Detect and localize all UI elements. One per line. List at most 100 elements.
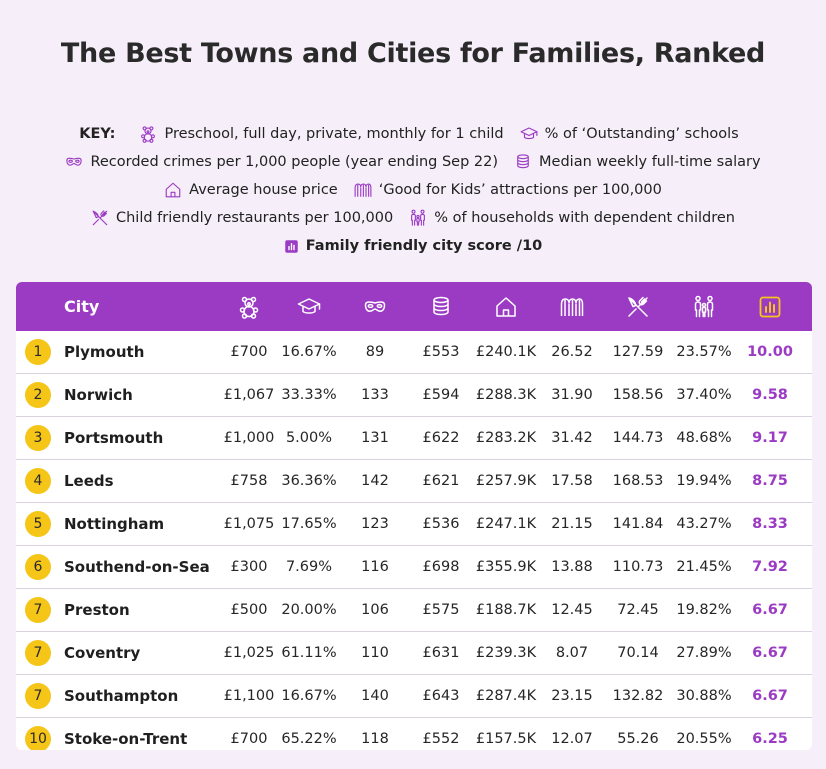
outstanding-schools: 36.36% [281,473,337,489]
key-item-restaurants: Child friendly restaurants per 100,000 [91,209,393,227]
column-header-salary [411,282,471,331]
house-price: £257.9K [475,473,537,489]
households: 27.89% [676,645,732,661]
house-price: £288.3K [475,387,537,403]
column-header-restaurants [608,282,668,331]
attractions: 8.07 [555,645,589,661]
households: 21.45% [676,559,732,575]
column-header-preschool [219,282,279,331]
households: 30.88% [676,688,732,704]
preschool-cost: £1,067 [223,387,275,403]
key-item-preschool: Preschool, full day, private, monthly fo… [139,125,504,143]
crimes: 110 [361,645,389,661]
crimes: 116 [361,559,389,575]
crimes: 131 [361,430,389,446]
crimes: 133 [361,387,389,403]
house-price: £287.4K [475,688,537,704]
table-row: 5 Nottingham £1,075 17.65% 123 £536 £247… [16,503,812,546]
mask-icon [363,295,387,319]
preschool-cost: £700 [230,344,268,360]
preschool-cost: £1,075 [223,516,275,532]
table-row: 1 Plymouth £700 16.67% 89 £553 £240.1K 2… [16,331,812,374]
city-name: Southend-on-Sea [64,558,210,576]
preschool-cost: £1,100 [223,688,275,704]
restaurants: 141.84 [612,516,664,532]
restaurants: 144.73 [612,430,664,446]
key-row: Recorded crimes per 1,000 people (year e… [0,148,826,176]
score-chart-icon [758,295,782,319]
house-price: £355.9K [475,559,537,575]
family-score: 8.33 [752,516,788,532]
preschool-cost: £700 [230,731,268,747]
outstanding-schools: 5.00% [285,430,333,446]
key-item-label: % of households with dependent children [434,210,735,226]
city-name: Coventry [64,644,141,662]
key-item-households: % of households with dependent children [409,209,735,227]
restaurants: 110.73 [612,559,664,575]
key-row: Family friendly city score /10 [0,232,826,260]
outstanding-schools: 61.11% [281,645,337,661]
households: 23.57% [676,344,732,360]
salary: £621 [422,473,460,489]
key-item-label: Child friendly restaurants per 100,000 [115,210,394,226]
graduation-cap-icon [297,295,321,319]
family-score: 7.92 [752,559,788,575]
table-row: 7 Coventry £1,025 61.11% 110 £631 £239.3… [16,632,812,675]
column-header-attractions [542,282,602,331]
key-item-label: Family friendly city score /10 [305,238,543,254]
family-score: 6.67 [752,602,788,618]
rank-badge: 5 [25,511,51,537]
key-item-salary: Median weekly full-time salary [514,153,761,171]
outstanding-schools: 17.65% [281,516,337,532]
salary: £622 [422,430,460,446]
column-header-schools [279,282,339,331]
rank-badge: 3 [25,425,51,451]
house-icon [494,295,518,319]
attractions: 23.15 [551,688,593,704]
preschool-cost: £300 [230,559,268,575]
attractions: 12.45 [551,602,593,618]
preschool-cost: £1,000 [223,430,275,446]
rank-badge: 10 [25,726,51,750]
households: 20.55% [676,731,732,747]
family-score: 10.00 [747,344,793,360]
restaurants: 70.14 [617,645,659,661]
restaurants: 72.45 [617,602,659,618]
house-price: £240.1K [475,344,537,360]
column-header-households [674,282,734,331]
key-item-crimes: Recorded crimes per 1,000 people (year e… [65,153,498,171]
table-row: 2 Norwich £1,067 33.33% 133 £594 £288.3K… [16,374,812,417]
family-score: 9.17 [752,430,788,446]
salary: £552 [422,731,460,747]
preschool-cost: £758 [230,473,268,489]
graduation-cap-icon [520,125,538,143]
column-header-house-price [476,282,536,331]
family-score: 8.75 [752,473,788,489]
ranking-table: City 1 Plymouth £ [16,282,812,750]
attractions: 31.90 [551,387,593,403]
restaurants: 132.82 [612,688,664,704]
salary: £594 [422,387,460,403]
family-score: 6.25 [752,731,788,747]
key-row: Child friendly restaurants per 100,000 %… [0,204,826,232]
teddy-bear-icon [139,125,157,143]
households: 19.82% [676,602,732,618]
key-item-label: % of ‘Outstanding’ schools [544,126,739,142]
salary: £575 [422,602,460,618]
table-body: 1 Plymouth £700 16.67% 89 £553 £240.1K 2… [16,331,812,750]
cutlery-icon [91,209,109,227]
outstanding-schools: 16.67% [281,688,337,704]
column-header-city: City [64,297,100,316]
table-row: 10 Stoke-on-Trent £700 65.22% 118 £552 £… [16,718,812,750]
city-name: Plymouth [64,343,145,361]
outstanding-schools: 33.33% [281,387,337,403]
family-score: 6.67 [752,645,788,661]
restaurants: 127.59 [612,344,664,360]
table-row: 7 Southampton £1,100 16.67% 140 £643 £28… [16,675,812,718]
outstanding-schools: 65.22% [281,731,337,747]
preschool-cost: £1,025 [223,645,275,661]
family-icon [692,295,716,319]
rank-badge: 7 [25,683,51,709]
restaurants: 168.53 [612,473,664,489]
rollercoaster-icon [560,295,584,319]
